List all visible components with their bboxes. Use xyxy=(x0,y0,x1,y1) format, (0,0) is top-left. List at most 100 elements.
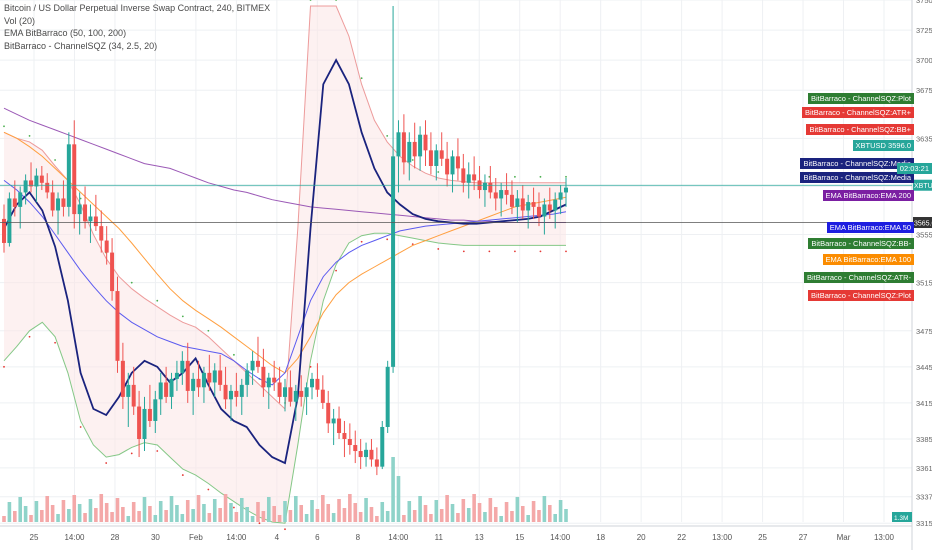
candle-body xyxy=(218,370,223,385)
indicator-tag: BitBarraco - ChannelSQZ:ATR- xyxy=(803,272,914,283)
volume-bar xyxy=(547,505,552,522)
x-tick-label: 13:00 xyxy=(874,533,895,542)
y-tick-label: 3361.0 xyxy=(916,464,932,473)
indicator-tag: BitBarraco - ChannelSQZ:Media xyxy=(800,172,914,183)
candle-body xyxy=(509,194,514,207)
volume-bar xyxy=(77,504,82,522)
candle-body xyxy=(126,384,131,397)
volume-bar xyxy=(418,496,422,522)
band-dot xyxy=(411,243,414,246)
candle-body xyxy=(153,399,158,421)
x-tick-label: 15 xyxy=(515,533,524,542)
candle-body xyxy=(266,377,271,388)
x-tick-label: 20 xyxy=(637,533,646,542)
band-dot xyxy=(233,353,235,356)
band-dot xyxy=(207,329,210,332)
chart-legend: Bitcoin / US Dollar Perpetual Inverse Sw… xyxy=(4,2,270,52)
candle-body xyxy=(472,174,477,181)
band-dot xyxy=(284,528,286,531)
volume-bar xyxy=(256,502,260,522)
volume-bar xyxy=(385,511,390,522)
candle-body xyxy=(423,134,428,151)
x-tick-label: 11 xyxy=(435,533,444,542)
x-tick-label: 8 xyxy=(356,533,361,542)
volume-bar xyxy=(142,497,147,522)
candle-body xyxy=(320,389,325,403)
volume-bar xyxy=(61,500,66,522)
candle-body xyxy=(39,175,44,183)
volume-bar xyxy=(304,514,309,522)
y-tick-label: 3750.0 xyxy=(916,0,932,5)
band-dot xyxy=(411,159,414,161)
legend-ema: EMA BitBarraco (50, 100, 200) xyxy=(4,28,127,38)
candle-body xyxy=(61,198,66,207)
volume-bar xyxy=(207,513,212,522)
candle-body xyxy=(293,390,298,402)
indicator-tag: EMA BitBarraco:EMA 50 xyxy=(826,222,914,233)
x-tick-label: Feb xyxy=(189,533,203,542)
volume-bar xyxy=(515,497,520,522)
x-tick-label: 14:00 xyxy=(64,533,85,542)
band-dot xyxy=(79,197,82,200)
volume-bar xyxy=(175,505,179,522)
indicator-tag: BitBarraco - ChannelSQZ:Plot xyxy=(807,93,914,104)
candle-body xyxy=(418,134,423,157)
volume-bar xyxy=(412,510,417,522)
candle-body xyxy=(299,390,304,397)
x-tick-label: 14:00 xyxy=(388,533,409,542)
band-dot xyxy=(335,269,337,272)
volume-bar xyxy=(429,514,433,522)
candle-body xyxy=(88,216,93,222)
volume-bar xyxy=(158,501,163,522)
candle-body xyxy=(212,370,217,383)
volume-bar xyxy=(229,503,233,522)
y-tick-label: 3515.0 xyxy=(916,279,932,288)
candle-body xyxy=(337,418,342,433)
volume-bar xyxy=(461,499,466,522)
x-tick-label: 13 xyxy=(475,533,484,542)
volume-bar xyxy=(342,508,347,522)
candle-body xyxy=(142,408,147,440)
volume-bar xyxy=(520,506,525,522)
volume-bar xyxy=(477,503,482,522)
price-level-box xyxy=(913,179,932,191)
candle-body xyxy=(104,240,109,253)
candle-body xyxy=(526,202,531,211)
candle-body xyxy=(174,372,179,379)
candle-body xyxy=(34,175,39,187)
band-dot xyxy=(335,0,337,1)
candle-body xyxy=(164,382,169,397)
band-lower xyxy=(3,232,566,524)
band-dot xyxy=(3,125,5,128)
x-tick-label: 25 xyxy=(30,533,39,542)
volume-bar xyxy=(245,507,249,522)
band-dot xyxy=(156,450,159,452)
y-tick-label: 3635.0 xyxy=(916,134,932,143)
volume-bar xyxy=(191,509,195,522)
candle-body xyxy=(196,378,201,388)
band-dot xyxy=(207,488,210,491)
volume-bar xyxy=(234,512,239,522)
candle-body xyxy=(461,168,466,183)
volume-bar xyxy=(94,508,98,522)
x-tick-label: 30 xyxy=(151,533,160,542)
channel-band xyxy=(3,0,567,531)
band-dot xyxy=(514,175,516,178)
price-levels xyxy=(0,184,912,223)
volume-bar xyxy=(466,508,471,522)
band-dot xyxy=(130,452,133,455)
volume-bar xyxy=(321,495,325,522)
candle-body xyxy=(115,291,120,361)
candle-body xyxy=(23,180,28,193)
band-dot xyxy=(539,175,542,178)
volume-bar xyxy=(239,498,244,522)
candle-body xyxy=(234,390,239,397)
indicator-tag: BitBarraco - ChannelSQZ:Media xyxy=(800,158,914,169)
candle-body xyxy=(50,192,55,211)
volume-bar xyxy=(40,510,44,522)
band-dot xyxy=(105,462,108,464)
candle-body xyxy=(504,190,509,195)
candle-body xyxy=(445,158,450,175)
